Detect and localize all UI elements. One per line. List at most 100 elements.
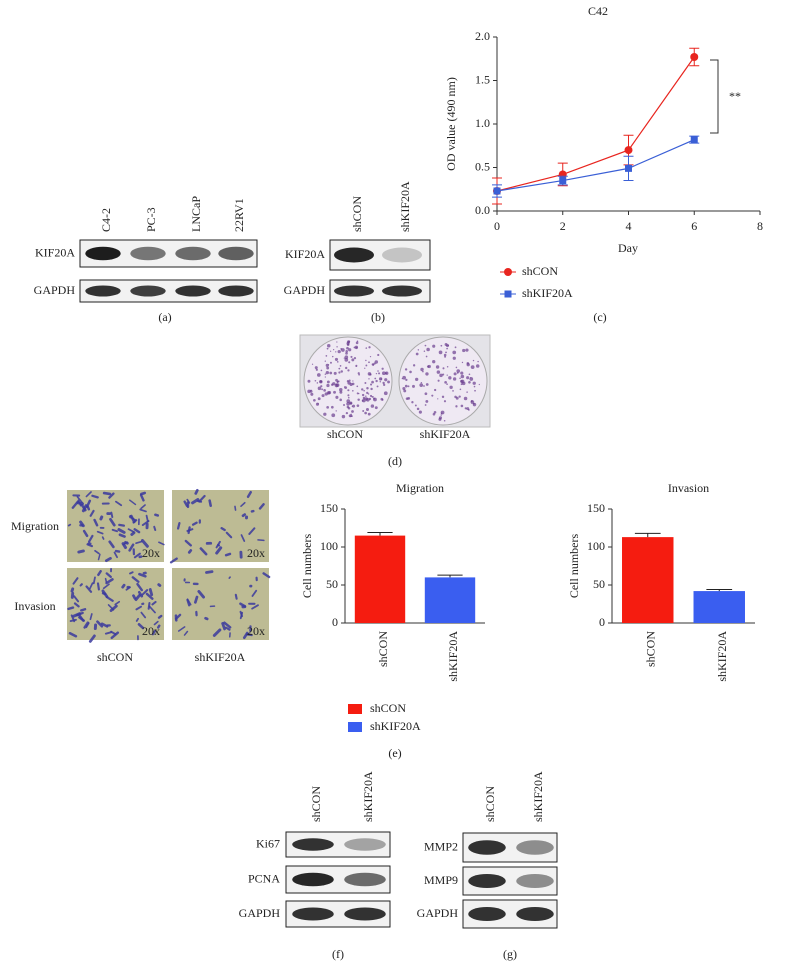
- colony: [314, 379, 317, 382]
- colony: [361, 393, 365, 397]
- colony: [460, 404, 464, 408]
- colony: [387, 380, 390, 384]
- colony: [351, 410, 354, 413]
- colony: [371, 396, 373, 398]
- series-line: [496, 56, 695, 192]
- cell: [234, 593, 238, 600]
- colony: [370, 387, 373, 391]
- cell: [131, 517, 137, 522]
- colony: [458, 395, 461, 398]
- blot-strip: [329, 279, 431, 303]
- colony: [365, 395, 367, 398]
- colony: [326, 383, 330, 388]
- cell: [258, 503, 265, 510]
- cell: [187, 526, 191, 535]
- colony: [380, 378, 383, 380]
- magnification: 20x: [247, 546, 265, 560]
- colony: [366, 387, 369, 390]
- cell: [114, 549, 121, 553]
- colony: [352, 380, 354, 382]
- cell: [102, 583, 110, 590]
- row-label: Migration: [11, 519, 59, 533]
- colony: [352, 404, 356, 408]
- cell: [85, 491, 92, 498]
- cell: [105, 572, 112, 579]
- colony: [347, 389, 350, 392]
- colony: [467, 408, 470, 411]
- cell: [104, 577, 108, 583]
- colony: [446, 374, 448, 376]
- chart-title: Invasion: [668, 481, 709, 495]
- band: [175, 246, 211, 261]
- dish-label: shCON: [327, 427, 363, 441]
- colony: [348, 379, 351, 382]
- colony: [442, 367, 445, 370]
- significance-bracket: [710, 59, 719, 134]
- colony: [403, 389, 407, 393]
- cell: [73, 595, 80, 603]
- colony: [455, 366, 458, 369]
- colony: [438, 350, 443, 355]
- cell: [81, 504, 88, 513]
- colony: [446, 383, 448, 385]
- bar: [693, 591, 745, 623]
- cell: [67, 606, 75, 611]
- cell: [225, 531, 233, 539]
- colony: [354, 345, 359, 350]
- colony: [341, 348, 345, 352]
- colony: [310, 389, 312, 392]
- colony: [468, 373, 471, 376]
- row-label: KIF20A: [35, 245, 75, 259]
- cell: [147, 601, 151, 610]
- colony: [426, 347, 430, 352]
- colony: [438, 417, 442, 421]
- y-tick-label: 150: [320, 501, 338, 515]
- cell: [248, 527, 256, 535]
- cell: [94, 549, 100, 555]
- colony: [402, 386, 406, 391]
- y-tick-label: 100: [320, 539, 338, 553]
- colony: [317, 397, 321, 401]
- chart-title: C42: [588, 4, 608, 18]
- band: [344, 838, 386, 851]
- colony: [346, 380, 350, 383]
- band: [334, 247, 374, 263]
- y-axis-label: OD value (490 nm): [444, 77, 458, 171]
- colony: [465, 348, 469, 352]
- colony: [317, 373, 321, 377]
- colony: [420, 367, 424, 372]
- lane-label: LNCaP: [189, 196, 203, 232]
- colony: [418, 410, 422, 414]
- colony: [462, 381, 466, 386]
- colony: [468, 380, 471, 384]
- cell: [197, 590, 205, 599]
- cell: [251, 589, 258, 597]
- colony: [326, 405, 330, 409]
- band: [218, 285, 254, 297]
- cell: [136, 582, 143, 592]
- band: [382, 285, 422, 297]
- colony: [434, 388, 437, 392]
- row-label: MMP2: [424, 839, 458, 853]
- colony: [460, 374, 465, 379]
- colony: [464, 407, 467, 410]
- x-tick-label: 2: [560, 219, 566, 233]
- error-bar: [437, 574, 463, 578]
- colony: [470, 377, 472, 379]
- colony: [382, 383, 386, 386]
- dish-well: [398, 336, 488, 426]
- colony: [317, 386, 322, 391]
- band: [292, 838, 334, 851]
- colony: [369, 356, 372, 358]
- colony: [445, 351, 447, 354]
- colony: [330, 383, 334, 386]
- magnification: 20x: [142, 546, 160, 560]
- cell: [85, 622, 90, 629]
- colony: [362, 396, 366, 400]
- x-tick-label: shCON: [644, 631, 658, 667]
- cell: [72, 577, 79, 585]
- colony: [463, 396, 468, 401]
- row-label: KIF20A: [285, 247, 325, 261]
- colony: [448, 376, 452, 380]
- colony: [446, 347, 448, 350]
